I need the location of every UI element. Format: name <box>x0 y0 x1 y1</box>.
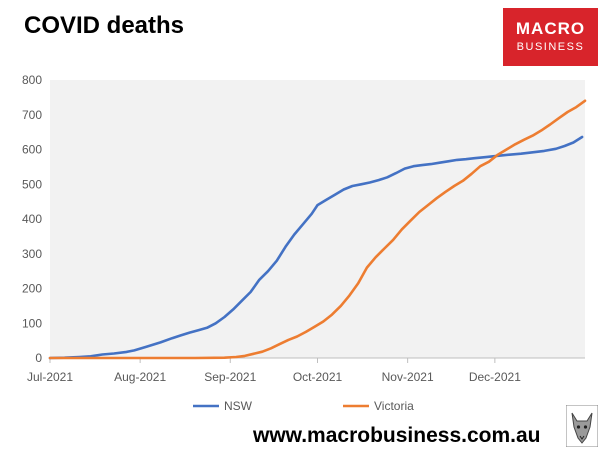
x-tick-label: Nov-2021 <box>382 370 434 384</box>
wolf-mascot-icon <box>566 405 598 447</box>
y-tick-label: 800 <box>22 73 42 87</box>
logo-line-1: MACRO <box>515 19 586 38</box>
series-line-victoria <box>48 99 587 360</box>
y-tick-label: 700 <box>22 108 42 122</box>
x-tick-label: Dec-2021 <box>469 370 521 384</box>
y-tick-label: 100 <box>22 316 42 330</box>
macrobusiness-logo: MACRO BUSINESS <box>503 8 598 66</box>
y-tick-label: 300 <box>22 247 42 261</box>
website-url: www.macrobusiness.com.au <box>253 424 541 447</box>
x-tick-label: Aug-2021 <box>114 370 166 384</box>
y-tick-label: 0 <box>35 351 42 365</box>
y-tick-label: 400 <box>22 212 42 226</box>
x-tick-label: Jul-2021 <box>27 370 73 384</box>
y-tick-label: 200 <box>22 282 42 296</box>
logo-line-2: BUSINESS <box>516 41 585 53</box>
x-tick-label: Oct-2021 <box>293 370 343 384</box>
series-line-nsw <box>48 135 584 360</box>
y-tick-label: 600 <box>22 143 42 157</box>
chart-title: COVID deaths <box>24 12 185 39</box>
x-tick-label: Sep-2021 <box>204 370 256 384</box>
legend-label-victoria: Victoria <box>374 399 414 413</box>
legend-label-nsw: NSW <box>224 399 253 413</box>
plot-area <box>50 80 585 358</box>
y-tick-label: 500 <box>22 177 42 191</box>
